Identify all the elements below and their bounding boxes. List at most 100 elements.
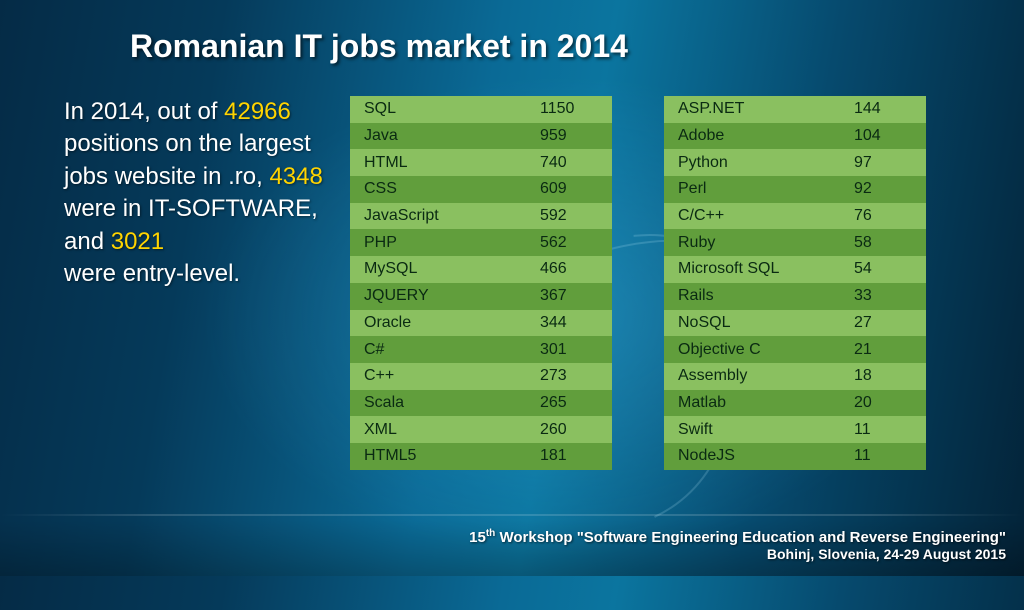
table-row: Oracle344 bbox=[350, 310, 612, 337]
footer-line-2: Bohinj, Slovenia, 24-29 August 2015 bbox=[0, 546, 1006, 562]
table-row: Objective C21 bbox=[664, 336, 926, 363]
skill-label: NodeJS bbox=[664, 447, 854, 465]
summary-highlight: 4348 bbox=[269, 163, 322, 190]
skill-value: 76 bbox=[854, 207, 926, 225]
table-row: Ruby58 bbox=[664, 229, 926, 256]
table-row: PHP562 bbox=[350, 229, 612, 256]
skill-label: Oracle bbox=[350, 314, 540, 332]
skill-label: Assembly bbox=[664, 367, 854, 385]
table-row: Scala265 bbox=[350, 390, 612, 417]
skill-label: JavaScript bbox=[350, 207, 540, 225]
table-row: SQL1150 bbox=[350, 96, 612, 123]
table-row: NoSQL27 bbox=[664, 310, 926, 337]
skill-label: NoSQL bbox=[664, 314, 854, 332]
skill-value: 11 bbox=[854, 421, 926, 439]
tables-container: SQL1150Java959HTML740CSS609JavaScript592… bbox=[350, 96, 926, 470]
skill-label: Objective C bbox=[664, 341, 854, 359]
slide-title: Romanian IT jobs market in 2014 bbox=[130, 28, 628, 65]
skill-value: 181 bbox=[540, 447, 612, 465]
footer-ordinal-suffix: th bbox=[486, 528, 495, 539]
skill-label: JQUERY bbox=[350, 287, 540, 305]
skills-table-left: SQL1150Java959HTML740CSS609JavaScript592… bbox=[350, 96, 612, 470]
skill-label: C# bbox=[350, 341, 540, 359]
skill-label: XML bbox=[350, 421, 540, 439]
skill-value: 1150 bbox=[540, 100, 612, 118]
table-row: XML260 bbox=[350, 416, 612, 443]
table-row: C++273 bbox=[350, 363, 612, 390]
skill-value: 260 bbox=[540, 421, 612, 439]
skill-value: 18 bbox=[854, 367, 926, 385]
skill-label: Java bbox=[350, 127, 540, 145]
table-row: Adobe104 bbox=[664, 123, 926, 150]
table-row: C/C++76 bbox=[664, 203, 926, 230]
skill-label: Rails bbox=[664, 287, 854, 305]
footer-workshop-name: Workshop "Software Engineering Education… bbox=[495, 529, 1006, 546]
table-row: JQUERY367 bbox=[350, 283, 612, 310]
skill-value: 54 bbox=[854, 260, 926, 278]
table-row: Perl92 bbox=[664, 176, 926, 203]
table-row: CSS609 bbox=[350, 176, 612, 203]
skill-value: 562 bbox=[540, 234, 612, 252]
table-row: Python97 bbox=[664, 149, 926, 176]
table-row: Matlab20 bbox=[664, 390, 926, 417]
summary-highlight: 3021 bbox=[111, 228, 164, 255]
table-row: C#301 bbox=[350, 336, 612, 363]
skill-value: 92 bbox=[854, 180, 926, 198]
skill-label: Python bbox=[664, 154, 854, 172]
skill-label: Ruby bbox=[664, 234, 854, 252]
skill-value: 104 bbox=[854, 127, 926, 145]
footer-ordinal-num: 15 bbox=[469, 529, 486, 546]
skill-label: CSS bbox=[350, 180, 540, 198]
skill-value: 33 bbox=[854, 287, 926, 305]
skill-value: 592 bbox=[540, 207, 612, 225]
skills-table-right: ASP.NET144Adobe104Python97Perl92C/C++76R… bbox=[664, 96, 926, 470]
table-row: Rails33 bbox=[664, 283, 926, 310]
skill-value: 265 bbox=[540, 394, 612, 412]
skill-value: 740 bbox=[540, 154, 612, 172]
skill-value: 97 bbox=[854, 154, 926, 172]
table-row: HTML740 bbox=[350, 149, 612, 176]
summary-highlight: 42966 bbox=[224, 98, 291, 125]
footer-line-1: 15th Workshop "Software Engineering Educ… bbox=[0, 528, 1006, 546]
skill-value: 273 bbox=[540, 367, 612, 385]
skill-label: HTML bbox=[350, 154, 540, 172]
skill-label: PHP bbox=[350, 234, 540, 252]
skill-value: 21 bbox=[854, 341, 926, 359]
table-row: ASP.NET144 bbox=[664, 96, 926, 123]
summary-text: In 2014, out of 42966 positions on the l… bbox=[64, 96, 324, 290]
skill-label: C/C++ bbox=[664, 207, 854, 225]
skill-value: 367 bbox=[540, 287, 612, 305]
table-row: HTML5181 bbox=[350, 443, 612, 470]
skill-value: 466 bbox=[540, 260, 612, 278]
skill-label: Swift bbox=[664, 421, 854, 439]
skill-label: ASP.NET bbox=[664, 100, 854, 118]
skill-value: 301 bbox=[540, 341, 612, 359]
skill-label: Microsoft SQL bbox=[664, 260, 854, 278]
skill-label: HTML5 bbox=[350, 447, 540, 465]
skill-value: 27 bbox=[854, 314, 926, 332]
skill-label: Matlab bbox=[664, 394, 854, 412]
skill-label: Adobe bbox=[664, 127, 854, 145]
summary-part: were in IT-SOFTWARE, and bbox=[64, 195, 318, 254]
table-row: Swift11 bbox=[664, 416, 926, 443]
skill-value: 344 bbox=[540, 314, 612, 332]
skill-value: 609 bbox=[540, 180, 612, 198]
skill-label: Perl bbox=[664, 180, 854, 198]
table-row: MySQL466 bbox=[350, 256, 612, 283]
table-row: Microsoft SQL54 bbox=[664, 256, 926, 283]
table-row: NodeJS11 bbox=[664, 443, 926, 470]
skill-value: 58 bbox=[854, 234, 926, 252]
footer-divider bbox=[0, 514, 1024, 516]
skill-label: C++ bbox=[350, 367, 540, 385]
footer: 15th Workshop "Software Engineering Educ… bbox=[0, 520, 1024, 576]
table-row: Assembly18 bbox=[664, 363, 926, 390]
skill-value: 11 bbox=[854, 447, 926, 465]
skill-label: SQL bbox=[350, 100, 540, 118]
table-row: JavaScript592 bbox=[350, 203, 612, 230]
skill-label: Scala bbox=[350, 394, 540, 412]
skill-value: 20 bbox=[854, 394, 926, 412]
skill-value: 959 bbox=[540, 127, 612, 145]
summary-part: were entry-level. bbox=[64, 260, 240, 287]
summary-part: In 2014, out of bbox=[64, 98, 224, 125]
table-row: Java959 bbox=[350, 123, 612, 150]
